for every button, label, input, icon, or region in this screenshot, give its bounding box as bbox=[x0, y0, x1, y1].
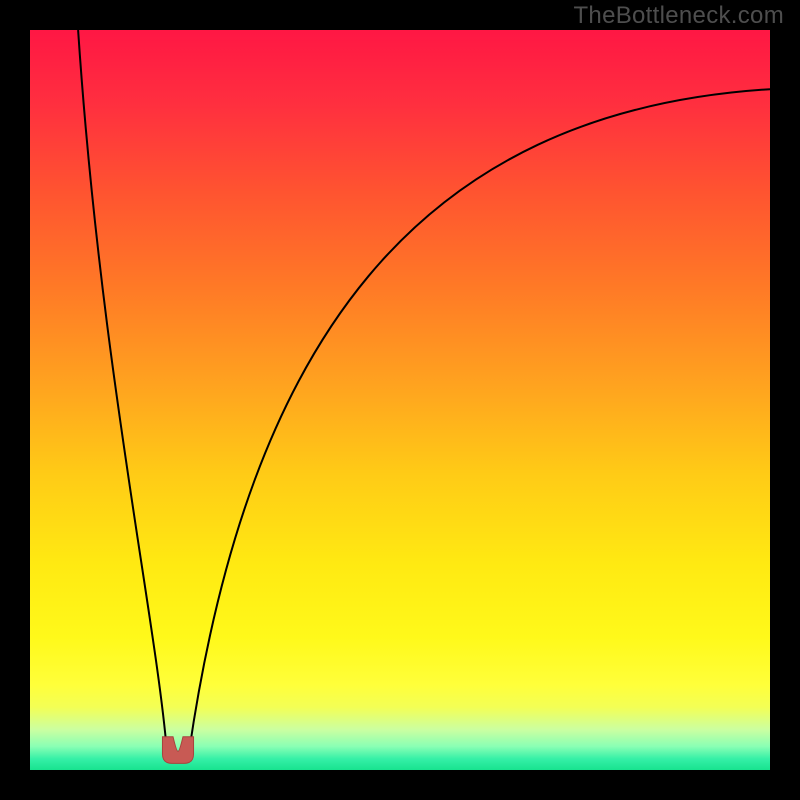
gradient-background bbox=[30, 30, 770, 770]
plot-svg bbox=[30, 30, 770, 770]
chart-frame: TheBottleneck.com bbox=[0, 0, 800, 800]
watermark-text: TheBottleneck.com bbox=[573, 2, 784, 30]
plot-area bbox=[30, 30, 770, 770]
